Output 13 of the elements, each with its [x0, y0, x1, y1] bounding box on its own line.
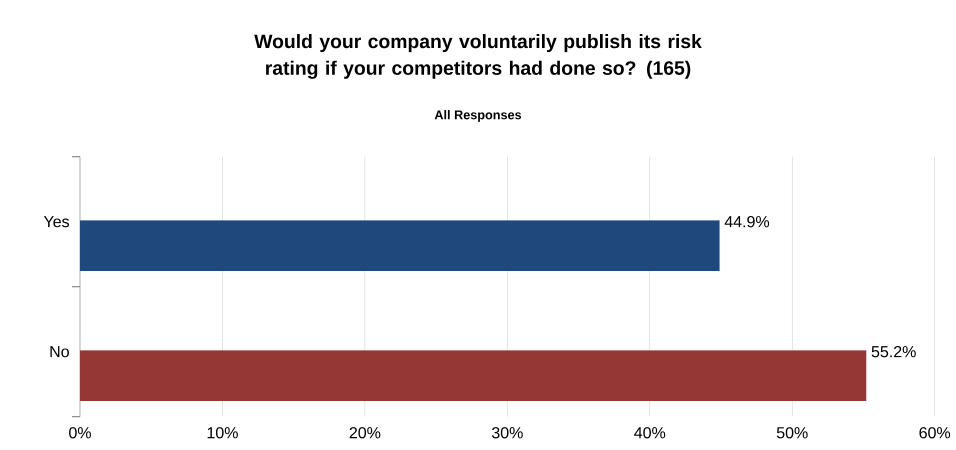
- x-tick-label: 60%: [919, 427, 950, 438]
- data-label: 55.2%: [872, 346, 916, 358]
- chart-subtitle: All Responses: [434, 110, 522, 122]
- x-tick-label: 0%: [69, 427, 91, 438]
- y-tick-label: Yes: [44, 216, 70, 228]
- chart-title: Would your company voluntarily publish its risk rating if your competitors had done so? (165): [254, 34, 702, 79]
- x-tick-label: 30%: [492, 427, 523, 438]
- data-label: 44.9%: [724, 216, 770, 228]
- x-tick-label: 40%: [634, 427, 666, 438]
- x-tick-label: 20%: [350, 427, 380, 438]
- y-tick-label: No: [50, 346, 69, 358]
- x-tick-label: 50%: [776, 427, 808, 438]
- x-tick-label: 10%: [208, 427, 238, 438]
